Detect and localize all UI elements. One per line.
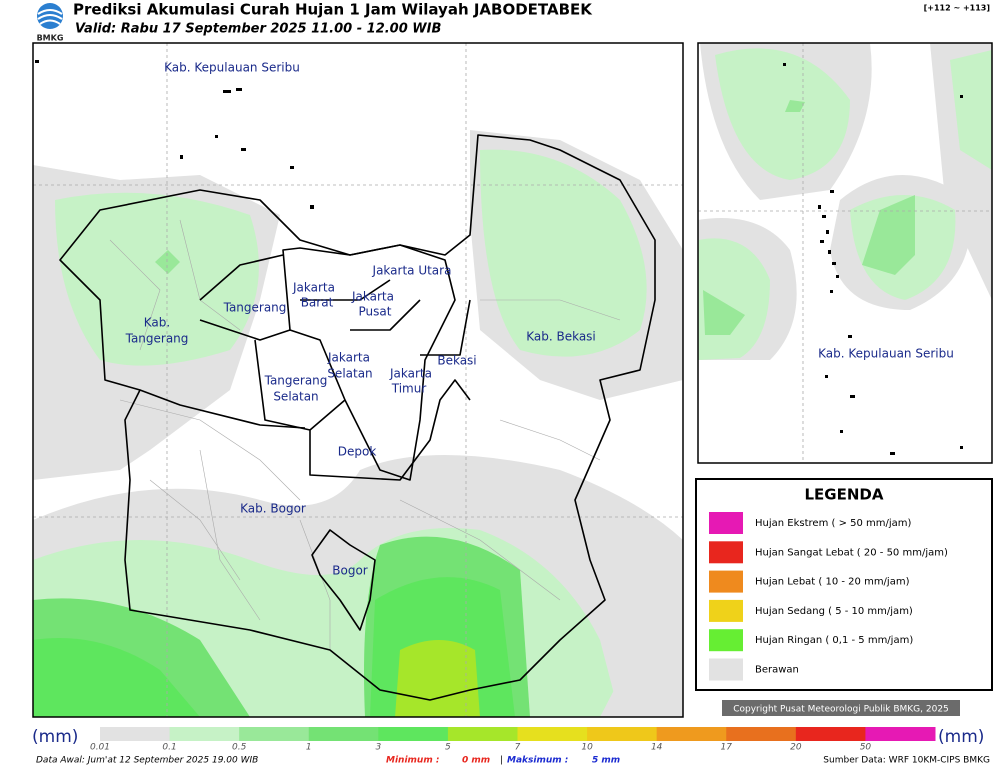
region-label: Jakarta [327,351,370,365]
legend-swatch [709,658,743,681]
region-label: Kab. Bogor [240,502,306,516]
region-label: Tangerang [264,374,328,388]
range: [+112 ~ +113] [924,4,990,13]
colorbar-segment [169,727,240,741]
legend-swatch [709,629,743,652]
colorbar-segment [308,727,379,741]
colorbar-tick: 3 [375,743,381,753]
grid-label: 106.5E [160,718,177,724]
minimum-label: Minimum : [386,756,439,766]
colorbar-segment [795,727,866,741]
grid-label: 106.5E [795,465,812,471]
region-label: Tangerang [125,332,189,346]
colorbar-tick: 0.5 [232,743,247,753]
inset-islands [783,63,963,455]
minimum: 0 mm [462,756,490,766]
legend-label: Hujan Ringan ( 0,1 - 5 mm/jam) [755,635,913,646]
legend: LEGENDA Hujan Ekstrem ( > 50 mm/jam) Huja… [695,478,993,691]
colorbar-segment [726,727,797,741]
logo: BMKG [37,3,64,43]
legend-label: Hujan Sangat Lebat ( 20 - 50 mm/jam) [755,547,948,558]
unit: (mm) [32,727,78,747]
region-label: Barat [301,296,334,310]
grid-label: 6.5S [18,515,29,521]
maximum: 5 mm [592,756,620,766]
inset-frame [697,42,993,464]
colorbar-segment [239,727,310,741]
colorbar-tick: 14 [651,743,663,753]
region-label: Kab. [144,316,170,330]
colorbar-tick: 17 [721,743,733,753]
islands [35,60,314,209]
colorbar: (mm) (mm) 0.01 0.1 0.5 1 3 5 7 10 14 17 20 50 [32,727,984,753]
grid-label: 6S [22,183,28,189]
title: Prediksi Akumulasi Curah Hujan 1 Jam Wil… [73,1,593,19]
unit: (mm) [938,727,984,747]
legend-swatch [709,541,743,564]
region-label: Bekasi [437,354,476,368]
region-label: Tangerang [223,301,287,315]
region-label: Kab. Kepulauan Seribu [164,61,300,75]
source: Sumber Data: WRF 10KM-CIPS BMKG [823,756,990,766]
region-label: Depok [338,445,377,459]
colorbar-segment [587,727,658,741]
region-label: Jakarta [292,281,335,295]
colorbar-tick: 1 [306,743,312,753]
legend-swatch [709,599,743,622]
region-label: Bogor [332,564,368,578]
valid-time: Valid: Rabu 17 September 2025 11.00 - 12… [75,22,441,37]
region-label: Kab. Bekasi [526,330,596,344]
colorbar-tick: 0.1 [162,743,176,753]
legend-label: Hujan Ekstrem ( > 50 mm/jam) [755,518,912,529]
legend-swatch [709,512,743,534]
colorbar-tick: 7 [515,743,521,753]
region-label: Jakarta [389,367,432,381]
colorbar-tick: 0.01 [90,743,110,753]
region-label: Pusat [359,305,392,319]
colorbar-tick: 10 [581,743,593,753]
region-label: Jakarta Utara [372,264,452,278]
region-label: Selatan [327,367,372,381]
main-map-frame [32,42,684,718]
region-label: Jakarta [351,290,394,304]
data-awal: Data Awal: Jum'at 12 September 2025 19.0… [36,756,258,766]
colorbar-segment [447,727,518,741]
legend-label: Hujan Lebat ( 10 - 20 mm/jam) [755,577,910,588]
inset-map: 5.5S 106.5E Kab. Kepulauan Seribu [684,43,992,471]
colorbar-segment [656,727,727,741]
separator: | [500,756,503,766]
region-label: Timur [391,382,427,396]
colorbar-segment [517,727,588,741]
legend-title: LEGENDA [805,486,884,504]
colorbar-segment [100,727,171,741]
colorbar-segment [378,727,449,741]
legend-swatch [709,570,743,593]
colorbar-tick: 50 [860,743,872,753]
copyright: Copyright Pusat Meteorologi Publik BMKG,… [733,705,949,715]
colorbar-segment [865,727,936,741]
region-label: Kab. Kepulauan Seribu [818,347,954,361]
legend-label: Hujan Sedang ( 5 - 10 mm/jam) [755,606,913,617]
grid-label: 107E [462,718,475,724]
maximum-label: Maksimum : [507,756,568,766]
colorbar-tick: 5 [445,743,451,753]
logo-text: BMKG [37,34,64,43]
colorbar-tick: 20 [790,743,802,753]
copyright-bg [722,700,960,716]
legend-label: Berawan [755,665,799,676]
region-label: Selatan [273,390,318,404]
main-map: 6S 6.5S 106.5E 107E Kab. Kepulauan Serib… [18,43,683,724]
grid-label: 5.5S [684,209,695,215]
